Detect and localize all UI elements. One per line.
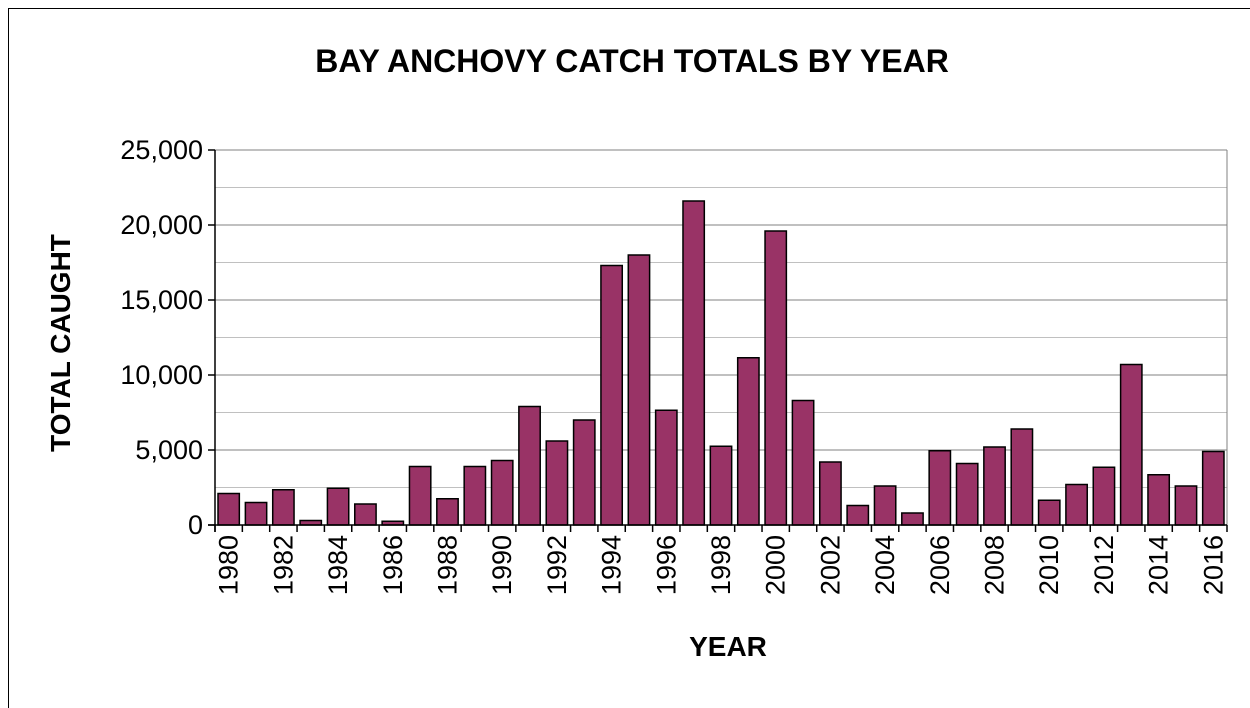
x-tick-label: 2010 bbox=[1034, 535, 1064, 595]
bar-2011 bbox=[1065, 483, 1088, 526]
bar-2014 bbox=[1147, 474, 1171, 526]
bar-1994 bbox=[600, 264, 624, 526]
bar-1995 bbox=[627, 254, 651, 526]
x-axis-title: YEAR bbox=[689, 631, 767, 662]
bar-1984 bbox=[326, 487, 350, 526]
bars bbox=[217, 200, 1225, 526]
y-axis-title: TOTAL CAUGHT bbox=[45, 234, 76, 452]
x-tick-label: 2014 bbox=[1144, 535, 1174, 595]
bar-2004 bbox=[873, 485, 897, 526]
axes bbox=[208, 149, 1228, 532]
x-tick-labels: 1980 1982 1984 1986 1988 1990 1992 1994 1996 1998… bbox=[214, 535, 1229, 595]
y-tick-label: 25,000 bbox=[120, 135, 203, 165]
x-tick-label: 2008 bbox=[980, 535, 1010, 595]
bar-1981 bbox=[244, 501, 268, 526]
x-tick-label: 2000 bbox=[761, 535, 791, 595]
bar-2016 bbox=[1201, 450, 1225, 526]
bar-1996 bbox=[654, 409, 678, 526]
bar-1989 bbox=[463, 465, 487, 526]
bar-2013 bbox=[1119, 363, 1143, 526]
bar-2010 bbox=[1037, 499, 1061, 526]
x-tick-label: 2012 bbox=[1089, 535, 1119, 595]
bar-2012 bbox=[1092, 466, 1116, 526]
bar-1980 bbox=[217, 492, 241, 526]
bar-1992 bbox=[545, 440, 569, 526]
x-tick-label: 1984 bbox=[323, 535, 353, 595]
chart-frame bbox=[8, 8, 1250, 708]
bar-2001 bbox=[791, 399, 815, 526]
bar-1990 bbox=[490, 459, 514, 526]
bar-2006 bbox=[928, 450, 952, 526]
x-tick-label: 1992 bbox=[542, 535, 572, 595]
y-tick-label: 5,000 bbox=[135, 435, 203, 465]
y-tick-label: 15,000 bbox=[120, 285, 203, 315]
y-tick-label: 10,000 bbox=[120, 360, 203, 390]
bar-2015 bbox=[1174, 485, 1198, 526]
x-tick-label: 1986 bbox=[378, 535, 408, 595]
bar-2000 bbox=[764, 230, 788, 526]
x-tick-label: 1996 bbox=[651, 535, 681, 595]
bar-1997 bbox=[682, 200, 706, 526]
x-tick-label: 1994 bbox=[597, 535, 627, 595]
bar-1988 bbox=[436, 498, 459, 526]
gridlines bbox=[215, 149, 1228, 526]
bar-1985 bbox=[354, 503, 377, 526]
bar-2007 bbox=[955, 462, 979, 526]
x-tick-label: 2002 bbox=[815, 535, 845, 595]
x-tick-label: 1982 bbox=[268, 535, 298, 595]
bar-2009 bbox=[1010, 428, 1034, 526]
y-tick-label: 0 bbox=[188, 510, 203, 540]
x-tick-label: 2004 bbox=[870, 535, 900, 595]
bar-1993 bbox=[572, 419, 596, 526]
x-tick-label: 1988 bbox=[432, 535, 462, 595]
x-tick-label: 1980 bbox=[214, 535, 244, 595]
bar-2008 bbox=[983, 446, 1006, 526]
bar-1998 bbox=[709, 445, 733, 526]
bar-2003 bbox=[846, 504, 870, 526]
bar-1999 bbox=[736, 357, 760, 526]
x-tick-label: 2016 bbox=[1198, 535, 1228, 595]
bar-1982 bbox=[271, 489, 295, 526]
y-tick-label: 20,000 bbox=[120, 210, 203, 240]
x-tick-label: 1990 bbox=[487, 535, 517, 595]
chart-title: BAY ANCHOVY CATCH TOTALS BY YEAR bbox=[315, 43, 949, 79]
x-tick-label: 2006 bbox=[925, 535, 955, 595]
bar-1987 bbox=[408, 465, 432, 526]
bar-1991 bbox=[518, 405, 541, 526]
x-tick-label: 1998 bbox=[706, 535, 736, 595]
bar-2005 bbox=[901, 512, 924, 526]
bar-2002 bbox=[818, 461, 842, 526]
y-tick-labels: 0 5,000 10,000 15,000 20,000 25,000 bbox=[120, 135, 203, 540]
